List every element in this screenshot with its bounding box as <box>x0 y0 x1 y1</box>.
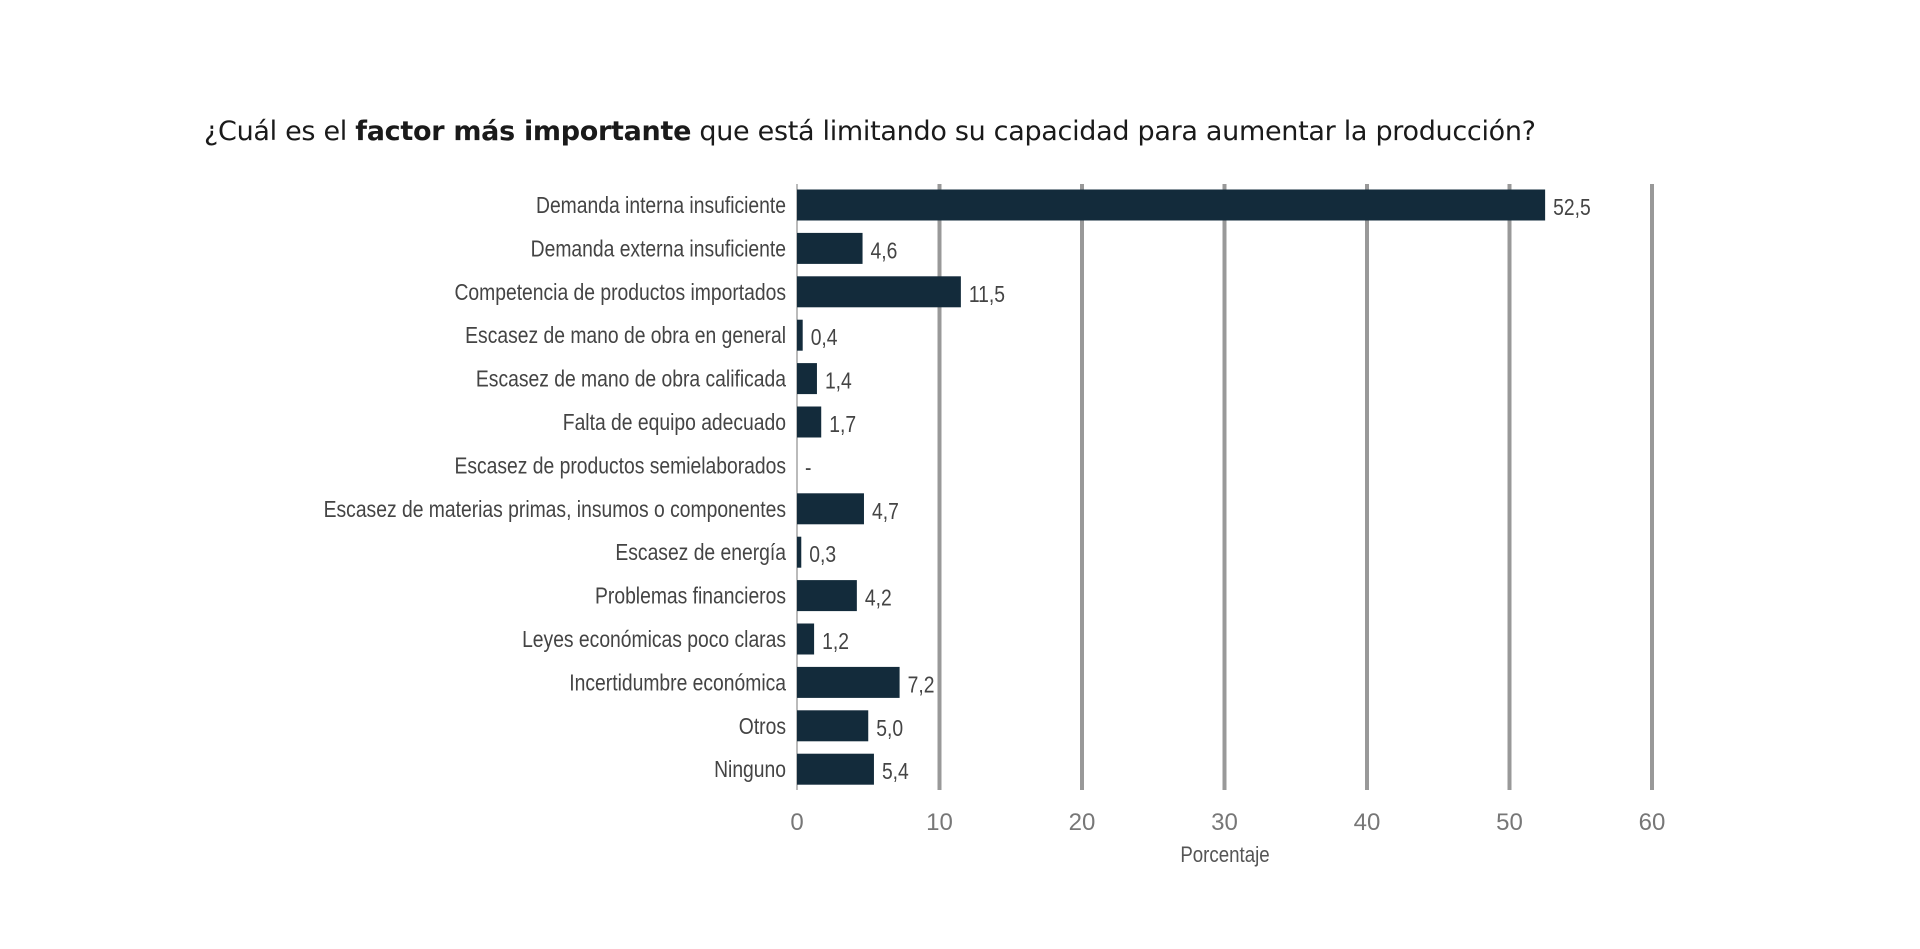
value-label: 0,4 <box>811 326 838 351</box>
category-label: Otros <box>739 714 786 739</box>
x-axis-label: Porcentaje <box>1180 844 1269 868</box>
x-axis-ticks: 0 10 20 30 40 50 60 <box>790 809 1665 836</box>
value-label: 5,0 <box>876 716 903 741</box>
category-label: Escasez de mano de obra en general <box>465 324 786 349</box>
chart-title: ¿Cuál es el factor más importante que es… <box>204 116 1536 147</box>
x-tick-label: 20 <box>1069 809 1096 836</box>
bar <box>797 276 961 308</box>
category-label: Escasez de mano de obra calificada <box>476 367 786 392</box>
title-text-end: que está limitando su capacidad para aum… <box>691 116 1536 147</box>
value-label: 4,7 <box>872 499 899 524</box>
category-label: Falta de equipo adecuado <box>563 411 786 436</box>
value-label: 4,6 <box>871 239 898 264</box>
bar <box>797 753 874 785</box>
category-label: Demanda externa insuficiente <box>531 237 786 262</box>
title-text: ¿Cuál es el <box>204 116 356 147</box>
x-tick-label: 10 <box>926 809 953 836</box>
category-label: Escasez de energía <box>615 541 786 566</box>
x-tick-label: 0 <box>790 809 803 836</box>
value-label: 11,5 <box>969 282 1005 307</box>
category-label: Problemas financieros <box>595 584 786 609</box>
bar <box>797 232 863 264</box>
category-label: Escasez de materias primas, insumos o co… <box>324 497 786 522</box>
x-tick-label: 40 <box>1354 809 1381 836</box>
category-labels: Demanda interna insuficiente Demanda exte… <box>324 194 787 783</box>
bar <box>797 623 815 655</box>
value-label: 52,5 <box>1553 196 1591 221</box>
title-bold-text: factor más importante <box>355 116 692 147</box>
bar <box>797 710 869 742</box>
category-label: Demanda interna insuficiente <box>536 194 786 219</box>
bar <box>797 406 822 438</box>
category-label: Competencia de productos importados <box>454 280 786 305</box>
bar <box>797 319 803 351</box>
bars <box>797 189 1546 785</box>
value-label: 5,4 <box>882 760 909 785</box>
value-label: 1,7 <box>829 413 856 438</box>
category-label: Ninguno <box>714 758 786 783</box>
bar <box>797 363 817 395</box>
value-labels: 52,5 4,6 11,5 0,4 1,4 1,7- 4,7 0,3 4,2 1,2 7,25,0 5… <box>805 196 1591 785</box>
value-label: - <box>805 456 811 481</box>
value-label: 1,4 <box>825 369 852 394</box>
value-label: 0,3 <box>809 543 836 568</box>
x-tick-label: 30 <box>1211 809 1238 836</box>
bar <box>797 580 857 612</box>
gridlines <box>796 184 1654 790</box>
x-tick-label: 60 <box>1639 809 1666 836</box>
value-label: 7,2 <box>908 673 935 698</box>
bar <box>797 493 864 525</box>
bar <box>797 666 900 698</box>
category-label: Escasez de productos semielaborados <box>454 454 786 479</box>
value-label: 4,2 <box>865 586 892 611</box>
bar <box>797 536 802 568</box>
category-label: Leyes económicas poco claras <box>522 628 786 653</box>
category-label: Incertidumbre económica <box>569 671 786 696</box>
x-tick-label: 50 <box>1496 809 1523 836</box>
bar <box>797 189 1546 221</box>
value-label: 1,2 <box>822 630 849 655</box>
